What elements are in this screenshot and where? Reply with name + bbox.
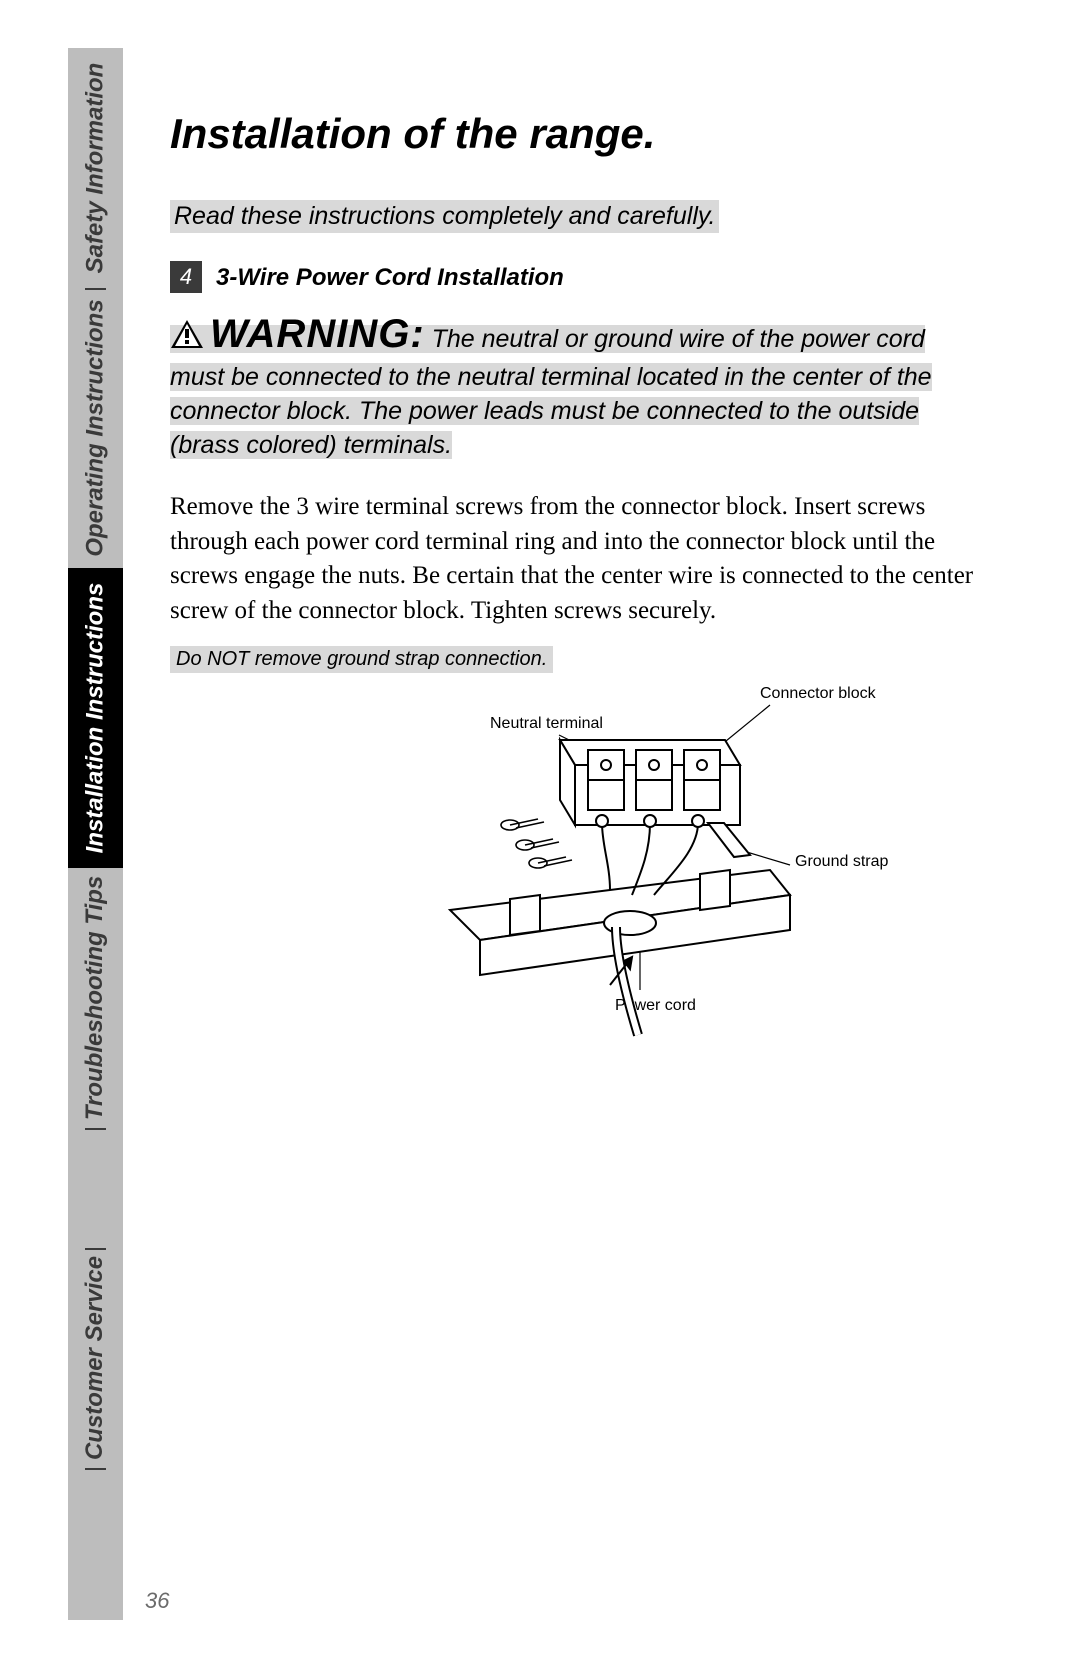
sidebar-divider (85, 1128, 106, 1130)
diagram-svg (310, 695, 830, 1075)
step-number: 4 (180, 264, 192, 290)
sidebar-tab-operating[interactable]: Operating Instructions (68, 288, 123, 568)
sidebar-divider (85, 1248, 106, 1250)
sidebar-tab-installation[interactable]: Installation Instructions (68, 568, 123, 868)
sidebar-divider (85, 1468, 106, 1470)
warning-text-4: (brass colored) terminals. (170, 431, 452, 459)
sidebar-tab-label: Customer Service (82, 1256, 110, 1460)
warning-text-1: The neutral or ground wire of the power … (432, 325, 925, 353)
sidebar-tab-label: Operating Instructions (82, 299, 110, 556)
sidebar-tab-safety[interactable]: Safety Information (68, 48, 123, 288)
warning-block: WARNING: The neutral or ground wire of t… (170, 307, 1000, 462)
subtitle: Read these instructions completely and c… (170, 200, 719, 233)
note-row: Do NOT remove ground strap connection. (170, 646, 1000, 673)
sidebar-tab-troubleshooting[interactable]: Troubleshooting Tips (68, 868, 123, 1128)
warning-icon (170, 319, 204, 359)
warning-word: WARNING: (210, 312, 425, 356)
diagram: Connector block Neutral terminal Ground … (170, 685, 1000, 1105)
sidebar-tab-label: Safety Information (82, 63, 110, 274)
body-paragraph: Remove the 3 wire terminal screws from t… (170, 490, 1000, 628)
page-number: 36 (145, 1588, 169, 1614)
step-title: 3-Wire Power Cord Installation (216, 261, 564, 292)
warning-text-2: must be connected to the neutral termina… (170, 363, 932, 391)
sidebar-tab-label: Troubleshooting Tips (82, 876, 110, 1120)
sidebar-tab-customer-service[interactable]: Customer Service (68, 1248, 123, 1468)
sidebar-tab-label: Installation Instructions (82, 583, 110, 854)
content-area: Installation of the range. Read these in… (170, 110, 1000, 1105)
step-heading-row: 4 3-Wire Power Cord Installation (170, 261, 1000, 293)
subtitle-row: Read these instructions completely and c… (170, 200, 1000, 261)
step-number-badge: 4 (170, 261, 202, 293)
page: Safety Information Operating Instruction… (0, 0, 1080, 1669)
page-title: Installation of the range. (170, 110, 1000, 158)
sidebar-tabs: Safety Information Operating Instruction… (68, 48, 123, 1620)
warning-text-3: connector block. The power leads must be… (170, 397, 919, 425)
note-text: Do NOT remove ground strap connection. (170, 646, 553, 673)
